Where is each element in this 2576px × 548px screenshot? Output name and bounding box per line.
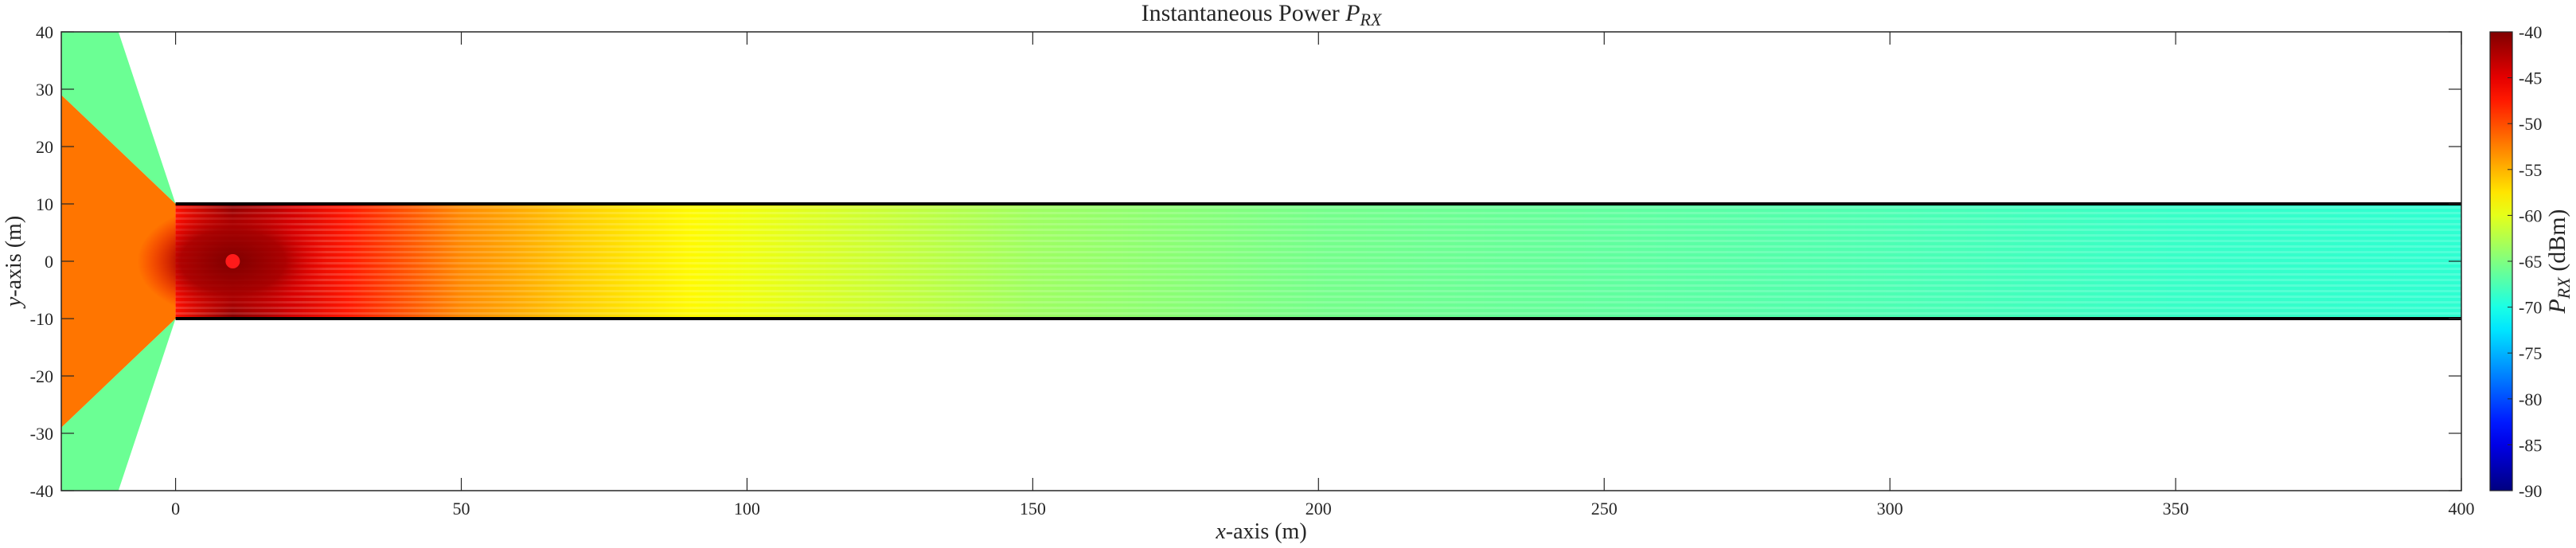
x-tick-label: 350: [2163, 499, 2189, 519]
colorbar-tick-label: -90: [2519, 481, 2542, 501]
x-tick-label: 300: [1877, 499, 1903, 519]
x-tick-label: 400: [2449, 499, 2475, 519]
y-tick-label: -10: [30, 309, 53, 329]
tunnel-interference-texture: [175, 204, 2461, 319]
colorbar-tick-label: -85: [2519, 435, 2542, 455]
y-tick-label: -40: [30, 481, 53, 501]
colorbar-label: PRX (dBm): [2544, 209, 2574, 314]
colorbar-tick-label: -55: [2519, 160, 2542, 180]
outside-lower-region: [61, 319, 176, 491]
y-axis-label: y-axis (m): [2, 216, 26, 309]
chart-title: Instantaneous Power PRX: [1142, 0, 1383, 29]
transmitter-marker: [225, 254, 240, 268]
x-tick-label: 150: [1020, 499, 1046, 519]
x-tick-label: 200: [1306, 499, 1332, 519]
x-tick-label: 100: [734, 499, 760, 519]
y-tick-label: 30: [36, 80, 53, 100]
colorbar-tick-label: -60: [2519, 206, 2542, 225]
y-tick-label: 40: [36, 22, 53, 42]
x-axis-label: x-axis (m): [1215, 519, 1306, 544]
axes: 0 50 100 150 200 250 300 350 400403020100-10-20-…: [30, 22, 2475, 519]
x-tick-label: 250: [1591, 499, 1618, 519]
y-tick-label: -20: [30, 366, 53, 386]
plot-area: [61, 32, 2461, 491]
colorbar-tick-label: -80: [2519, 389, 2542, 409]
y-tick-label: 20: [36, 137, 53, 157]
x-tick-label: 0: [171, 499, 180, 519]
outside-main-region: [61, 95, 176, 428]
colorbar-tick-label: -75: [2519, 343, 2542, 363]
colorbar-tick-label: -70: [2519, 298, 2542, 318]
colorbar-tick-label: -65: [2519, 252, 2542, 272]
y-tick-label: 0: [45, 252, 53, 272]
colorbar-tick-label: -45: [2519, 68, 2542, 88]
y-tick-label: 10: [36, 194, 53, 214]
y-tick-label: -30: [30, 424, 53, 444]
outside-upper-region: [61, 32, 176, 204]
colorbar-tick-label: -50: [2519, 114, 2542, 134]
colorbar-tick-label: -40: [2519, 22, 2542, 42]
x-tick-label: 50: [453, 499, 470, 519]
colorbar: -40 -45 -50 -55 -60 -65 -70 -75 -80 -85 -90: [2489, 22, 2542, 501]
